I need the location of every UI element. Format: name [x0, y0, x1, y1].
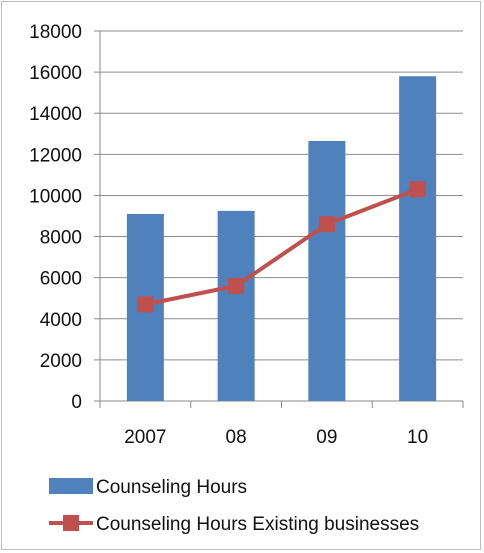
legend-label: Counseling Hours — [96, 477, 247, 498]
y-tick-label: 16000 — [29, 63, 82, 84]
bar — [399, 76, 437, 401]
x-tick-label: 2007 — [124, 427, 166, 448]
x-tick-label: 09 — [316, 427, 337, 448]
y-axis: 0 2000 4000 6000 8000 10000 12000 14000 16000 180… — [29, 22, 101, 413]
y-tick-label: 0 — [71, 392, 82, 413]
y-tick-label: 10000 — [29, 186, 82, 207]
x-tick-label: 08 — [226, 427, 247, 448]
series-line — [144, 187, 419, 307]
y-tick-label: 4000 — [40, 310, 82, 331]
line-marker — [137, 296, 154, 313]
y-tick-label: 2000 — [40, 351, 82, 372]
line-marker — [228, 277, 245, 294]
y-tick-label: 8000 — [40, 228, 82, 249]
line-marker — [318, 216, 335, 233]
legend-swatch-bar — [49, 478, 93, 494]
legend-marker — [63, 515, 79, 531]
bar-series — [126, 76, 437, 401]
bar — [217, 210, 255, 401]
legend: Counseling Hours Counseling Hours Existin… — [49, 477, 419, 535]
y-tick-label: 14000 — [29, 104, 82, 125]
x-tick-label: 10 — [407, 427, 428, 448]
line-series — [137, 181, 426, 313]
bar — [308, 140, 346, 401]
y-tick-label: 6000 — [40, 269, 82, 290]
legend-label: Counseling Hours Existing businesses — [96, 514, 419, 535]
y-tick-label: 18000 — [29, 22, 82, 43]
line-marker — [409, 181, 426, 198]
x-axis: 2007 08 09 10 — [99, 401, 464, 448]
y-tick-label: 12000 — [29, 145, 82, 166]
